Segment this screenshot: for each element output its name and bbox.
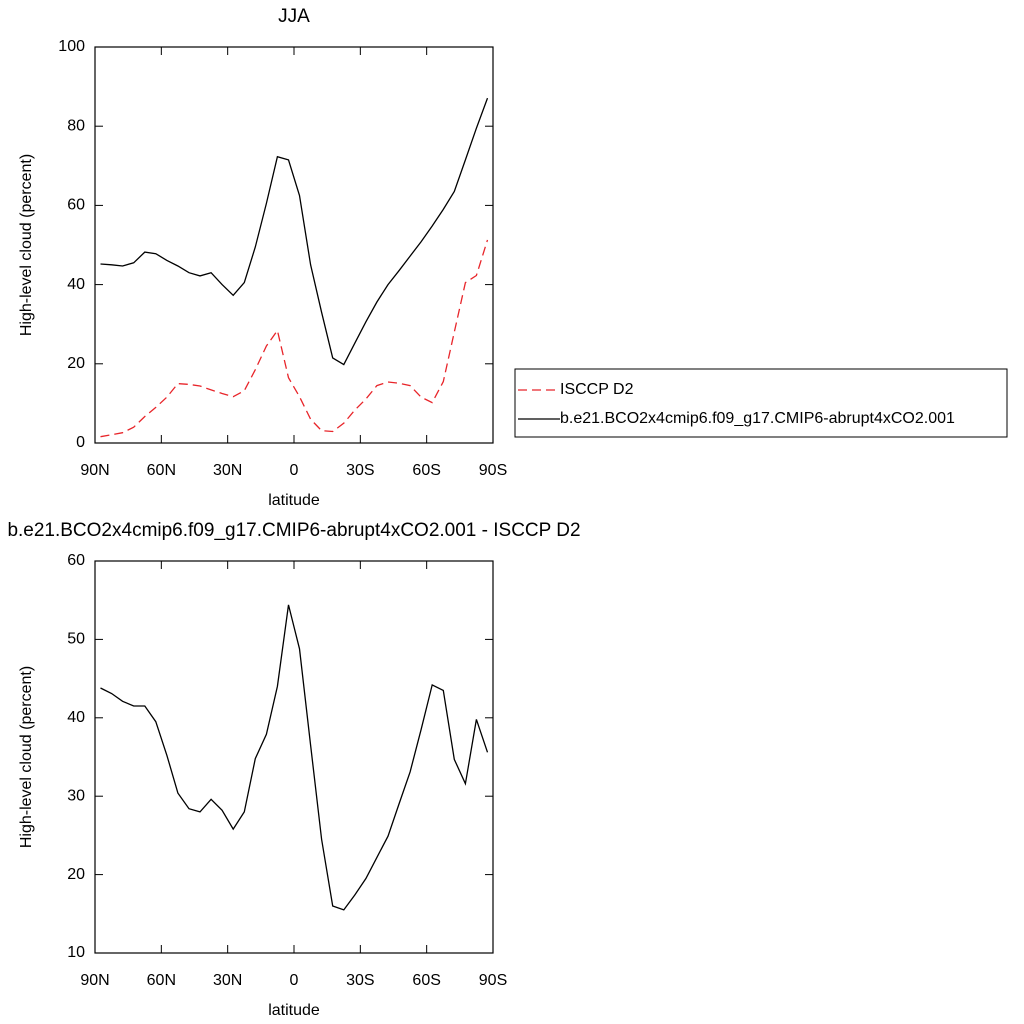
x-tick-label: 90S <box>479 462 507 479</box>
x-tick-label: 60S <box>412 972 440 989</box>
plot-frame <box>94 46 494 444</box>
x-tick-label: 0 <box>290 462 299 479</box>
chart-title: b.e21.BCO2x4cmip6.f09_g17.CMIP6-abrupt4x… <box>7 520 580 541</box>
y-tick-label: 80 <box>67 117 85 134</box>
y-tick-label: 20 <box>67 355 85 372</box>
y-tick-label: 100 <box>58 38 85 55</box>
x-tick-label: 90S <box>479 972 507 989</box>
y-tick-label: 40 <box>67 709 85 726</box>
plot-frame <box>94 560 494 954</box>
y-tick-label: 20 <box>67 866 85 883</box>
x-axis-label: latitude <box>268 492 320 509</box>
x-tick-label: 30S <box>346 972 374 989</box>
y-tick-label: 30 <box>67 787 85 804</box>
y-axis-label: High-level cloud (percent) <box>18 666 35 848</box>
x-tick-label: 30S <box>346 462 374 479</box>
data-line <box>100 239 489 438</box>
y-tick-label: 60 <box>67 197 85 214</box>
chart-title: JJA <box>278 6 310 27</box>
y-tick-label: 40 <box>67 276 85 293</box>
y-tick-label: 60 <box>67 552 85 569</box>
x-tick-label: 90N <box>80 462 109 479</box>
legend-box <box>514 368 1008 438</box>
data-line <box>100 604 489 911</box>
y-axis-label: High-level cloud (percent) <box>18 154 35 336</box>
legend-label: ISCCP D2 <box>560 381 634 398</box>
x-tick-label: 90N <box>80 972 109 989</box>
legend-label: b.e21.BCO2x4cmip6.f09_g17.CMIP6-abrupt4x… <box>560 410 955 427</box>
x-tick-label: 60N <box>147 972 176 989</box>
x-tick-label: 0 <box>290 972 299 989</box>
x-axis-label: latitude <box>268 1002 320 1019</box>
data-line <box>100 97 489 366</box>
y-tick-label: 10 <box>67 944 85 961</box>
y-tick-label: 0 <box>76 434 85 451</box>
x-tick-label: 60S <box>412 462 440 479</box>
y-tick-label: 50 <box>67 631 85 648</box>
x-tick-label: 30N <box>213 972 242 989</box>
x-tick-label: 60N <box>147 462 176 479</box>
x-tick-label: 30N <box>213 462 242 479</box>
